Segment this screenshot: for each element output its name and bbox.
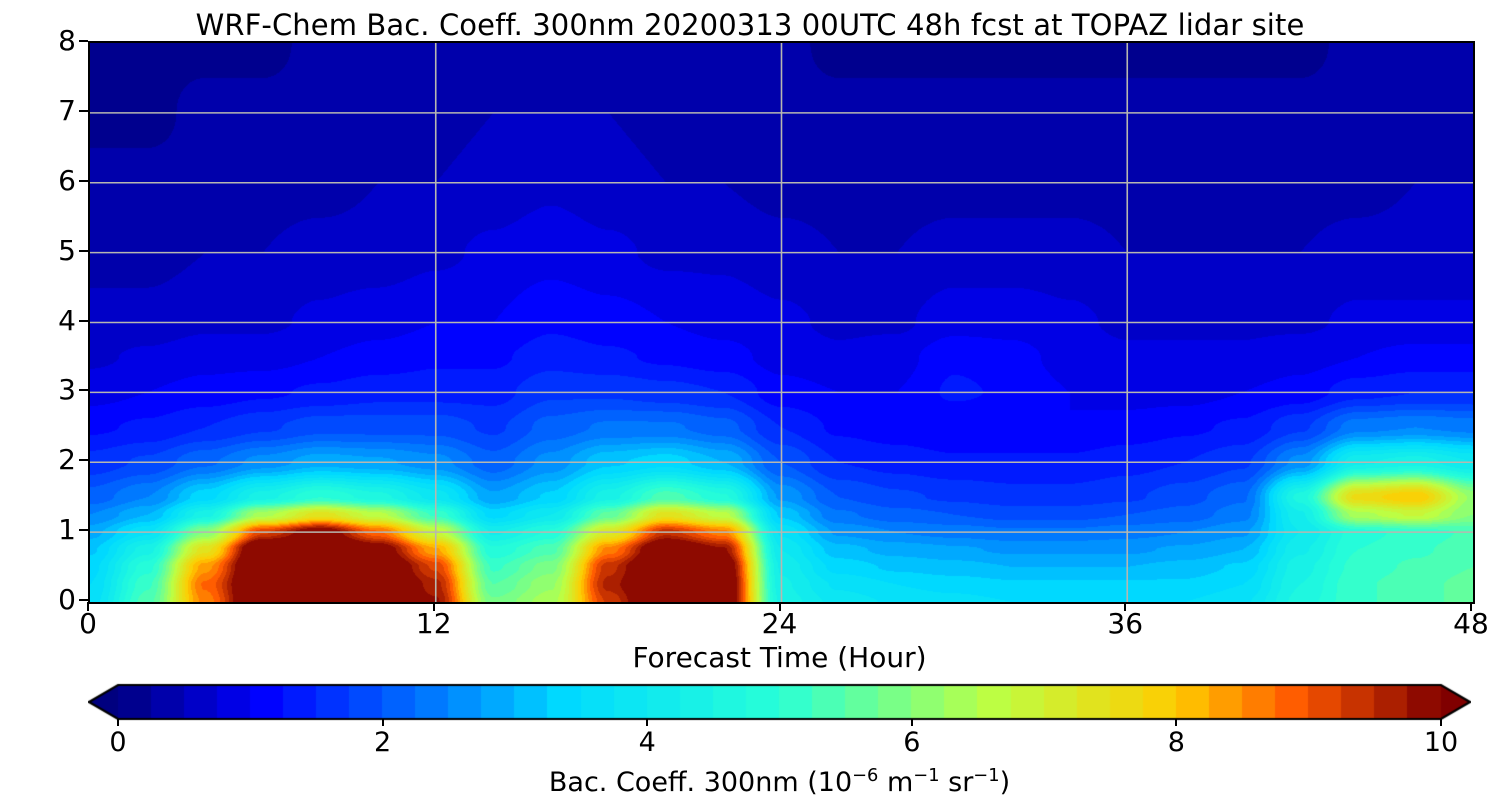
colorbar-tick-mark-1	[381, 719, 384, 726]
colorbar-tick-mark-3	[910, 719, 913, 726]
y-tick-mark-0	[79, 599, 88, 601]
x-tick-mark-3	[1124, 602, 1127, 611]
colorbar-tick-mark-4	[1175, 719, 1178, 726]
y-tick-mark-4	[79, 319, 88, 322]
colorbar-exp-1: −6	[852, 765, 879, 786]
x-tick-mark-4	[1470, 602, 1472, 611]
colorbar-tick-label-4: 8	[1167, 727, 1185, 758]
x-tick-label-4: 48	[1453, 607, 1489, 640]
colorbar-exp-3: −1	[973, 765, 1000, 786]
colorbar-label: Bac. Coeff. 300nm (10−6 m−1 sr−1)	[88, 767, 1471, 798]
y-tick-label-2: 2	[58, 443, 76, 477]
y-tick-mark-5	[79, 249, 88, 252]
x-tick-label-0: 0	[79, 607, 97, 640]
y-tick-mark-7	[79, 109, 88, 112]
colorbar-tick-label-0: 0	[109, 727, 127, 758]
x-tick-label-3: 36	[1107, 607, 1144, 640]
y-tick-mark-6	[79, 179, 88, 182]
colorbar-gradient	[88, 681, 1471, 723]
x-tick-mark-0	[87, 602, 89, 611]
contour-field	[90, 43, 1473, 602]
y-tick-label-3: 3	[58, 373, 76, 407]
colorbar-tick-mark-5	[1440, 719, 1442, 726]
plot-area	[88, 41, 1475, 604]
colorbar-exp-2: −1	[913, 765, 940, 786]
colorbar-tick-mark-2	[646, 719, 649, 726]
y-tick-label-1: 1	[58, 513, 76, 547]
x-tick-label-2: 24	[761, 607, 798, 640]
x-tick-mark-2	[778, 602, 781, 611]
colorbar-label-suffix: )	[999, 767, 1011, 798]
page-title: WRF-Chem Bac. Coeff. 300nm 20200313 00UT…	[195, 8, 1305, 42]
colorbar-label-mid2: sr	[939, 767, 974, 798]
colorbar-label-prefix: Bac. Coeff. 300nm (10	[548, 767, 853, 798]
y-tick-label-8: 8	[58, 24, 76, 57]
colorbar	[88, 681, 1471, 723]
x-tick-mark-1	[432, 602, 435, 611]
colorbar-label-mid: m	[878, 767, 914, 798]
y-tick-label-0: 0	[58, 583, 76, 616]
y-tick-label-6: 6	[58, 163, 76, 197]
x-tick-label-1: 12	[415, 607, 452, 640]
y-tick-label-5: 5	[58, 233, 76, 267]
colorbar-tick-label-2: 4	[638, 727, 656, 758]
y-tick-mark-8	[79, 40, 88, 42]
y-tick-label-7: 7	[58, 93, 76, 127]
y-tick-mark-3	[79, 389, 88, 392]
colorbar-tick-label-5: 10	[1423, 727, 1459, 758]
colorbar-tick-label-1: 2	[374, 727, 392, 758]
colorbar-tick-mark-0	[117, 719, 119, 726]
colorbar-tick-label-3: 6	[903, 727, 921, 758]
x-axis-label: Forecast Time (Hour)	[632, 641, 927, 674]
y-tick-mark-1	[79, 529, 88, 532]
y-tick-mark-2	[79, 459, 88, 462]
y-tick-label-4: 4	[58, 303, 76, 337]
